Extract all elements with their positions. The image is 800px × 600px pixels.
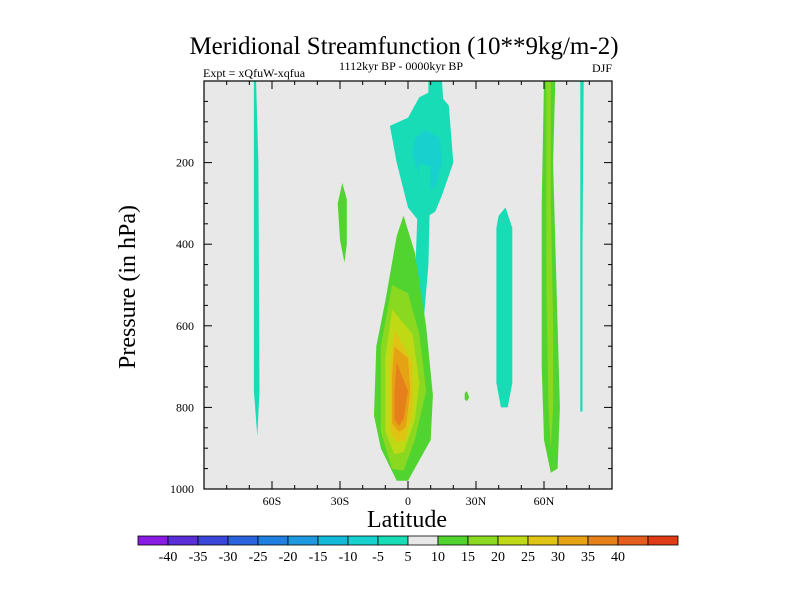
region-left-thin-band	[253, 81, 260, 436]
x-axis-label: Latitude	[367, 507, 447, 533]
colorbar-box	[317, 535, 349, 546]
region-right-green-inner	[546, 81, 554, 449]
experiment-label: Expt = xQfuW-xqfua	[203, 66, 306, 80]
contour-regions	[253, 81, 584, 481]
colorbar-label: 20	[491, 550, 505, 565]
colorbar-box	[377, 535, 409, 546]
region-positive-30	[394, 362, 408, 426]
colorbar-label: 35	[581, 550, 595, 565]
colorbar-box	[227, 535, 259, 546]
colorbar-box	[617, 535, 649, 546]
colorbar-label: 40	[611, 550, 625, 565]
colorbar-label: -35	[189, 550, 208, 565]
colorbar-label: -25	[249, 550, 268, 565]
colorbar-label: 5	[405, 550, 412, 565]
colorbar: -40 -35 -30 -25 -20 -15 -10 -5 5 10 15 20 25 30 35 40	[137, 535, 679, 565]
colorbar-box	[347, 535, 379, 546]
colorbar-box	[257, 535, 289, 546]
colorbar-box	[137, 535, 169, 546]
chart-title: Meridional Streamfunction (10**9kg/m-2)	[189, 33, 618, 60]
colorbar-box	[557, 535, 589, 546]
y-tick-label: 800	[176, 400, 194, 414]
colorbar-box	[197, 535, 229, 546]
colorbar-label: 30	[551, 550, 565, 565]
colorbar-label: 10	[431, 550, 445, 565]
axis-ticks: 60S 30S 0 30N 60N 200 400 600 800 1000	[170, 81, 612, 508]
region-small-green-spot	[464, 391, 470, 402]
y-tick-label: 200	[176, 156, 194, 170]
season-label: DJF	[592, 61, 612, 75]
region-right-cyan-band	[496, 207, 513, 408]
y-tick-label: 600	[176, 319, 194, 333]
x-tick-label: 30S	[331, 494, 350, 508]
colorbar-box	[167, 535, 199, 546]
colorbar-label: -5	[372, 550, 384, 565]
colorbar-box	[527, 535, 559, 546]
colorbar-label: -10	[339, 550, 358, 565]
colorbar-box	[467, 535, 499, 546]
region-far-right-band	[580, 81, 584, 412]
y-tick-label: 400	[176, 237, 194, 251]
x-tick-label: 30N	[466, 494, 487, 508]
colorbar-box	[287, 535, 319, 546]
colorbar-label: 25	[521, 550, 535, 565]
colorbar-box	[407, 535, 439, 546]
colorbar-label: -30	[219, 550, 238, 565]
y-tick-label: 1000	[170, 482, 194, 496]
x-tick-label: 60N	[534, 494, 555, 508]
colorbar-box	[437, 535, 469, 546]
region-upper-left-green	[337, 183, 347, 263]
region-upper-top-band	[428, 81, 445, 126]
y-axis-label: Pressure (in hPa)	[115, 205, 141, 369]
colorbar-box	[647, 535, 679, 546]
colorbar-box	[587, 535, 619, 546]
colorbar-label: -15	[309, 550, 328, 565]
colorbar-box	[497, 535, 529, 546]
period-label: 1112kyr BP - 0000kyr BP	[339, 59, 463, 73]
colorbar-label: 15	[461, 550, 475, 565]
x-tick-label: 0	[405, 494, 411, 508]
colorbar-label: -20	[279, 550, 298, 565]
colorbar-label: -40	[159, 550, 178, 565]
x-tick-label: 60S	[263, 494, 282, 508]
